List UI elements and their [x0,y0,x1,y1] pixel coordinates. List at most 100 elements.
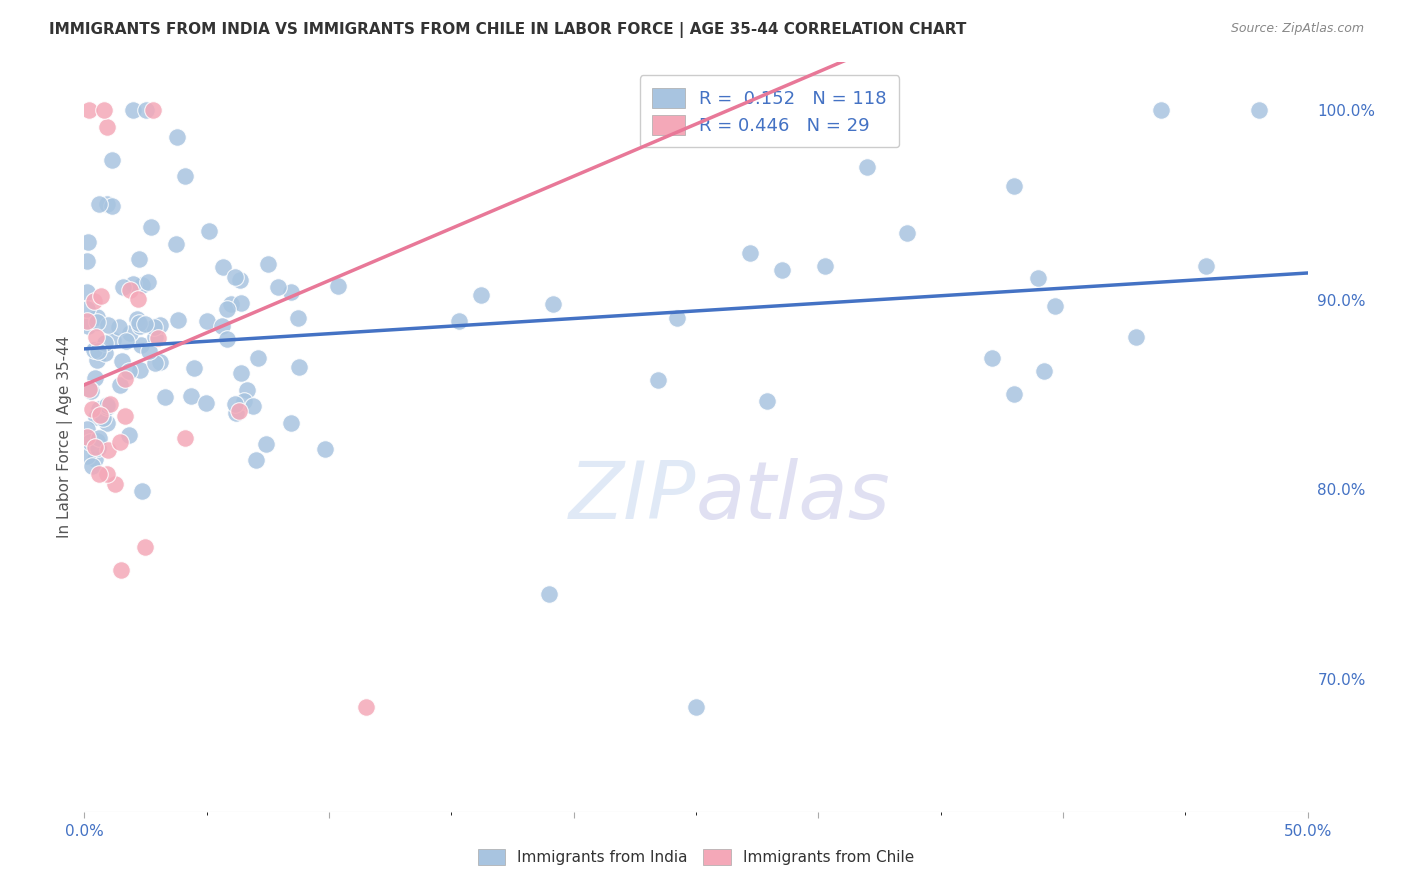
Point [1195,259,1218,273]
Point [134,317,156,331]
Point [127,312,149,326]
Point [86,434,108,449]
Point [108,377,131,392]
Point [118,363,141,377]
Point [896,226,918,240]
Point [121,277,143,292]
Point [96,120,118,134]
Point [541,296,564,310]
Point [174,169,197,184]
Point [224,397,246,411]
Point [82,402,104,417]
Point [211,319,233,334]
Point [134,540,156,554]
Point [128,252,150,266]
Point [108,320,131,334]
Point [101,153,124,168]
Point [149,318,172,333]
Point [117,427,139,442]
Legend: Immigrants from India, Immigrants from Chile: Immigrants from India, Immigrants from C… [471,843,921,871]
Point [219,297,242,311]
Point [129,363,152,377]
Point [354,700,377,714]
Point [183,361,205,376]
Point [127,293,149,307]
Point [136,275,159,289]
Point [166,129,188,144]
Point [110,563,132,577]
Point [129,318,152,333]
Point [180,389,202,403]
Point [142,103,165,117]
Point [856,160,879,174]
Point [280,416,302,430]
Point [77,319,100,334]
Point [94,346,117,360]
Point [1002,387,1025,401]
Point [129,338,152,352]
Point [740,246,762,260]
Point [96,467,118,482]
Point [83,441,105,455]
Point [148,331,170,345]
Point [96,442,118,457]
Point [79,435,101,450]
Point [83,371,105,385]
Point [165,237,187,252]
Point [647,373,669,387]
Point [143,320,166,334]
Point [101,198,124,212]
Point [242,399,264,413]
Point [87,197,110,211]
Point [86,442,108,456]
Point [1002,178,1025,193]
Point [76,422,98,436]
Point [96,400,118,414]
Point [96,398,118,412]
Text: atlas: atlas [696,458,891,536]
Point [100,397,122,411]
Text: Source: ZipAtlas.com: Source: ZipAtlas.com [1230,22,1364,36]
Point [224,270,246,285]
Point [76,253,98,268]
Point [143,330,166,344]
Point [118,326,141,340]
Point [254,437,277,451]
Point [287,311,309,326]
Point [135,103,157,117]
Text: IMMIGRANTS FROM INDIA VS IMMIGRANTS FROM CHILE IN LABOR FORCE | AGE 35-44 CORREL: IMMIGRANTS FROM INDIA VS IMMIGRANTS FROM… [49,22,966,38]
Point [1247,103,1270,117]
Point [173,431,195,445]
Point [211,260,233,275]
Point [1150,103,1173,117]
Point [143,356,166,370]
Point [1033,363,1056,377]
Point [128,316,150,330]
Point [685,700,707,714]
Point [1045,299,1067,313]
Point [314,442,336,456]
Point [233,394,256,409]
Point [131,278,153,293]
Point [93,103,115,117]
Point [280,285,302,299]
Point [228,404,250,418]
Point [538,586,561,600]
Point [76,314,98,328]
Point [231,366,253,380]
Point [813,260,835,274]
Point [89,408,111,422]
Point [82,458,104,473]
Point [470,288,492,302]
Point [1125,330,1147,344]
Point [138,343,160,358]
Point [89,467,111,482]
Point [87,343,110,358]
Point [235,384,257,398]
Point [79,384,101,399]
Point [217,332,239,346]
Y-axis label: In Labor Force | Age 35-44: In Labor Force | Age 35-44 [58,336,73,538]
Point [167,313,190,327]
Point [110,354,132,368]
Point [139,220,162,235]
